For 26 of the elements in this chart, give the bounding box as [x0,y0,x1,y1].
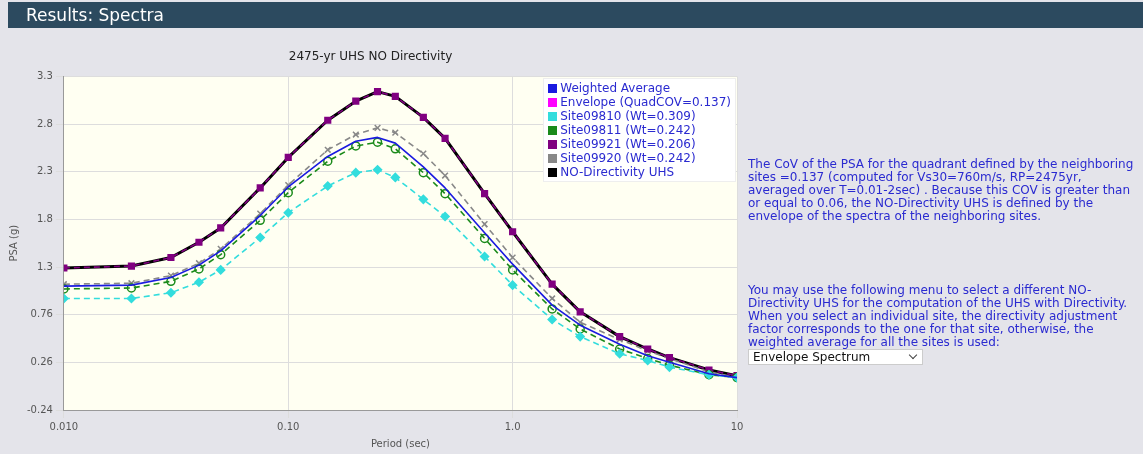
y-axis-title: PSA (g) [7,224,19,262]
x-tick-label: 10 [730,420,744,432]
y-tick-label: -0.24 [27,403,53,415]
text: The CoV of the PSA for the quadrant defined by the neighboring sites =0.137 (computed for Vs30=760m/s, RP=2475yr, averaged over T=0.01-2sec) . Because this COV is greater than or equal to 0.06, the NO-Directivity UHS is defined by the envelope of the spectra of the neighboring sites. [748,157,1135,223]
text: You may use the following menu to select a different NO-Directivity UHS for the computation of the UHS with Directivity. When you select an individual site, the directivity adjustment factor corresponds to the one for that site, otherwise, the weighted average for all the sites is used: [748,283,1128,349]
legend-label: NO-Directivity UHS [560,165,675,180]
x-axis-title: Period (sec) [370,437,431,449]
y-tick-label: 1.8 [36,212,53,224]
legend-label: Site09921 (Wt=0.206) [560,137,696,152]
legend-label: Weighted Average [560,81,671,96]
x-tick-label: 1.0 [504,420,521,432]
legend-label: Site09811 (Wt=0.242) [560,123,696,138]
x-tick-label: 0.010 [49,420,79,432]
y-tick-label: 3.3 [36,69,53,81]
y-tick-label: 0.76 [30,308,53,320]
legend-label: Site09810 (Wt=0.309) [560,109,696,124]
y-tick-label: 0.26 [30,355,53,367]
dropdown-field: Envelope Spectrum [748,349,923,365]
x-tick-label: 0.10 [277,420,300,432]
legend-label: Envelope (QuadCOV=0.137) [560,95,731,110]
legend-label: Site09920 (Wt=0.242) [560,151,696,166]
y-tick-label: 2.8 [36,117,53,129]
y-tick-label: 1.3 [36,260,53,272]
chart-title: 2475-yr UHS NO Directivity [288,49,453,64]
y-tick-label: 2.3 [36,165,53,177]
text: Results: Spectra [8,2,1143,28]
